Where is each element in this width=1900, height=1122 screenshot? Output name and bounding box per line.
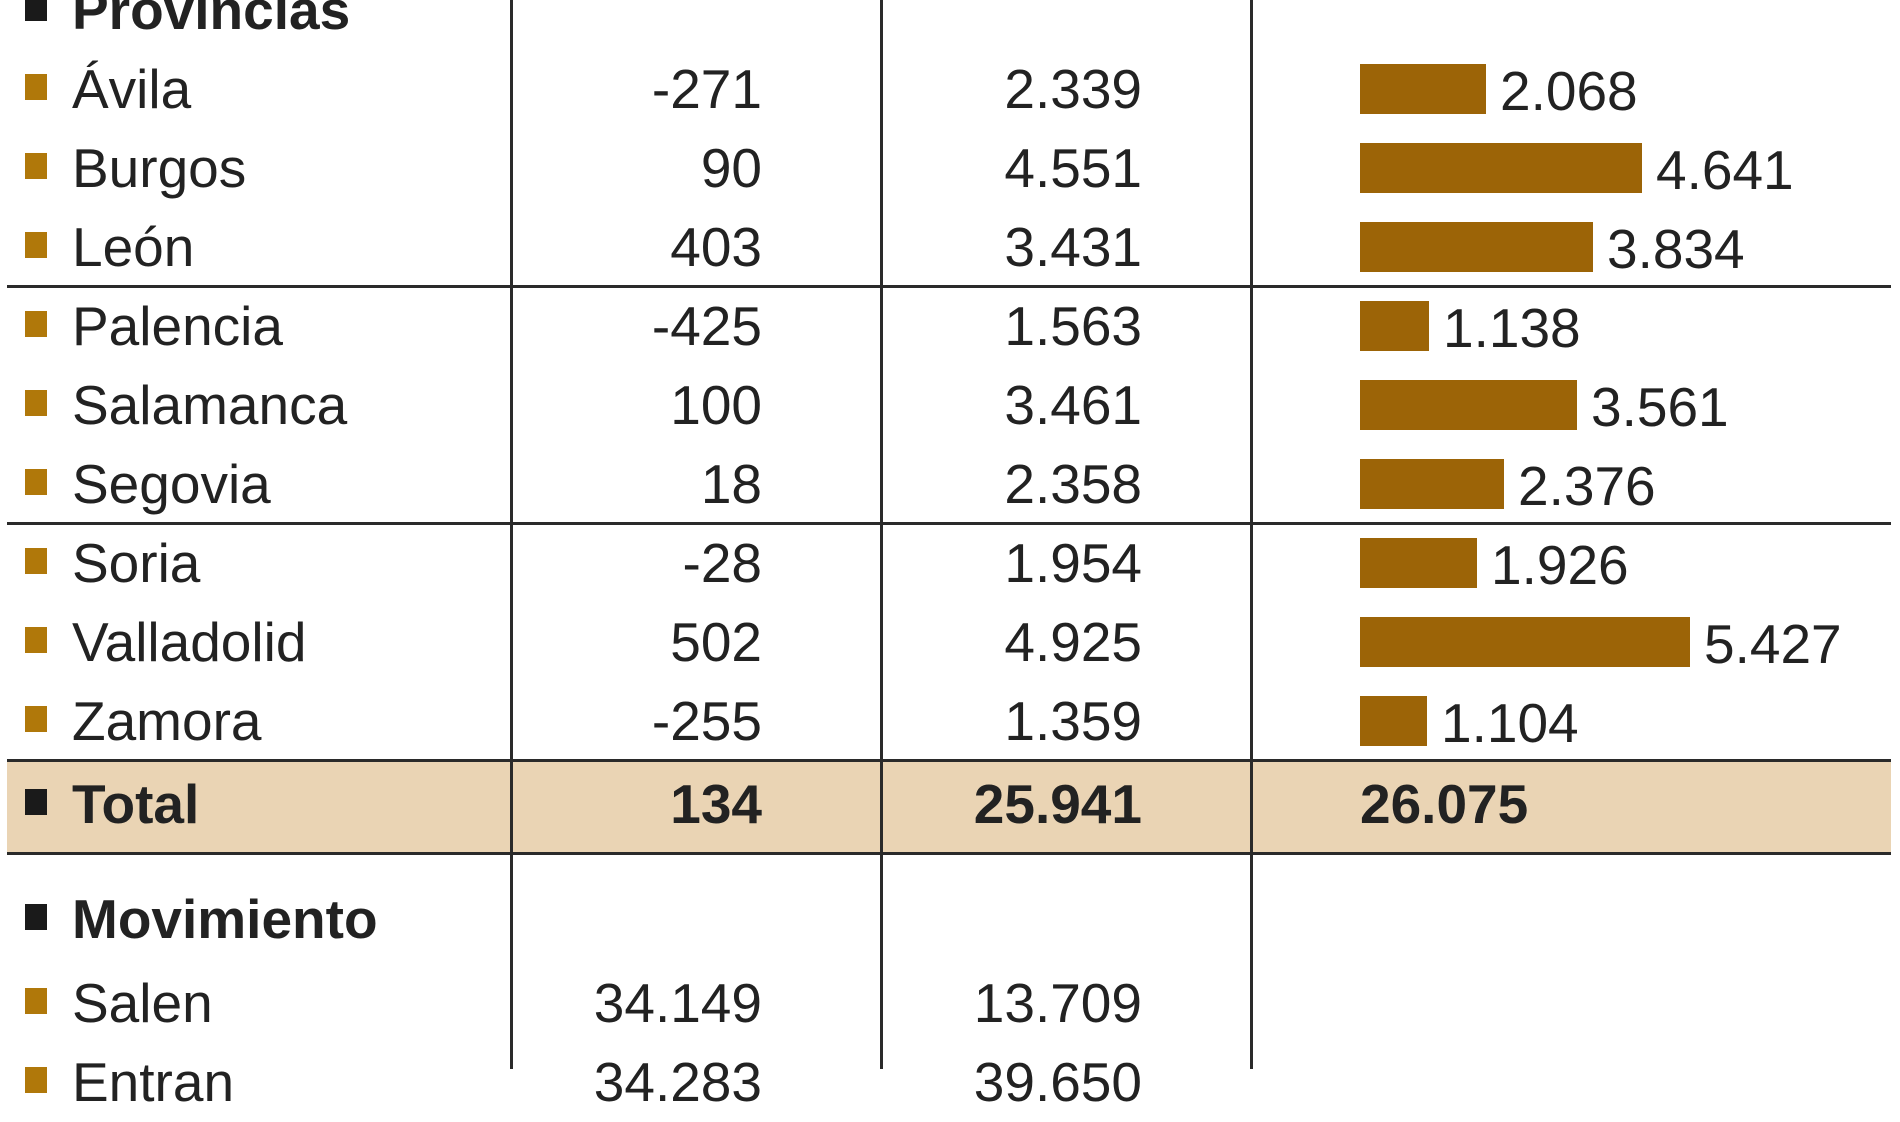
row-bullet-icon (25, 232, 47, 258)
row-bullet-icon (25, 311, 47, 337)
bar-value-label: 1.104 (1441, 692, 1579, 754)
column-divider (880, 0, 883, 1069)
province-name: Burgos (72, 137, 247, 199)
row-bullet-icon (25, 469, 47, 495)
row-bullet-icon (25, 548, 47, 574)
section-title: Movimiento (72, 888, 378, 950)
column-divider (1250, 0, 1253, 1069)
table-row: Salamanca 100 3.461 3.561 (0, 366, 1900, 445)
bar-mark (1360, 222, 1593, 272)
value-col2: 3.461 (1004, 374, 1142, 436)
value-col2: 3.431 (1004, 216, 1142, 278)
row-bullet-icon (25, 153, 47, 179)
value-col1: 34.149 (593, 972, 762, 1034)
table-row: Zamora -255 1.359 1.104 (0, 682, 1900, 761)
group-divider (7, 285, 1891, 288)
value-col2: 2.358 (1004, 453, 1142, 515)
value-col1: -425 (651, 295, 762, 357)
section-bullet-icon (25, 904, 47, 930)
section-header-movimiento: Movimiento (0, 880, 1900, 959)
value-col2: 4.551 (1004, 137, 1142, 199)
province-name: Segovia (72, 453, 271, 515)
row-bullet-icon (25, 627, 47, 653)
table-row: Soria -28 1.954 1.926 (0, 524, 1900, 603)
bar-value-label: 3.834 (1607, 218, 1745, 280)
province-name: Ávila (72, 58, 192, 120)
province-name: Zamora (72, 690, 262, 752)
row-bullet-icon (25, 390, 47, 416)
value-col2: 1.563 (1004, 295, 1142, 357)
value-col1: -255 (651, 690, 762, 752)
value-col1: 34.283 (593, 1051, 762, 1113)
table-row: Valladolid 502 4.925 5.427 (0, 603, 1900, 682)
province-name: León (72, 216, 195, 278)
row-bullet-icon (25, 74, 47, 100)
table-row: Burgos 90 4.551 4.641 (0, 129, 1900, 208)
bar-value-label: 2.376 (1518, 455, 1656, 517)
bar-mark (1360, 64, 1486, 114)
bar-value-label: 3.561 (1591, 376, 1729, 438)
section-bullet-icon (25, 0, 47, 21)
total-bullet-icon (25, 789, 47, 815)
section-title: Provincias (72, 0, 351, 41)
value-col1: 18 (700, 453, 762, 515)
bar-mark (1360, 696, 1427, 746)
value-col2: 39.650 (973, 1051, 1142, 1113)
bar-mark (1360, 538, 1477, 588)
value-col2: 13.709 (973, 972, 1142, 1034)
bar-value-label: 1.926 (1491, 534, 1629, 596)
group-divider (7, 522, 1891, 525)
value-col1: 90 (700, 137, 762, 199)
total-col3: 26.075 (1360, 773, 1529, 835)
value-col2: 1.359 (1004, 690, 1142, 752)
table-row: Entran 34.283 39.650 (0, 1043, 1900, 1122)
row-bullet-icon (25, 988, 47, 1014)
bar-value-label: 1.138 (1443, 297, 1581, 359)
total-bottom-rule (7, 852, 1891, 855)
province-name: Soria (72, 532, 201, 594)
table-row: Palencia -425 1.563 1.138 (0, 287, 1900, 366)
table-row: Segovia 18 2.358 2.376 (0, 445, 1900, 524)
bar-mark (1360, 459, 1504, 509)
table-row: León 403 3.431 3.834 (0, 208, 1900, 287)
value-col2: 4.925 (1004, 611, 1142, 673)
province-name: Palencia (72, 295, 283, 357)
total-row-highlight (7, 759, 1891, 852)
value-col1: -28 (682, 532, 763, 594)
province-name: Valladolid (72, 611, 307, 673)
table-row: Ávila -271 2.339 2.068 (0, 50, 1900, 129)
total-row: Total 134 25.941 26.075 (0, 765, 1900, 844)
movement-name: Entran (72, 1051, 235, 1113)
bar-mark (1360, 143, 1642, 193)
total-label: Total (72, 773, 200, 835)
bar-value-label: 5.427 (1704, 613, 1842, 675)
value-col1: 403 (670, 216, 762, 278)
bar-value-label: 2.068 (1500, 60, 1638, 122)
total-col2: 25.941 (973, 773, 1142, 835)
bar-mark (1360, 301, 1429, 351)
value-col1: 100 (670, 374, 762, 436)
row-bullet-icon (25, 1067, 47, 1093)
section-header-provincias: Provincias (0, 0, 1900, 50)
bar-value-label: 4.641 (1656, 139, 1794, 201)
total-top-rule (7, 759, 1891, 762)
value-col2: 2.339 (1004, 58, 1142, 120)
table-row: Salen 34.149 13.709 (0, 964, 1900, 1043)
column-divider (510, 0, 513, 1069)
movement-name: Salen (72, 972, 213, 1034)
value-col2: 1.954 (1004, 532, 1142, 594)
bar-mark (1360, 380, 1577, 430)
value-col1: 502 (670, 611, 762, 673)
province-name: Salamanca (72, 374, 348, 436)
row-bullet-icon (25, 706, 47, 732)
total-col1: 134 (670, 773, 762, 835)
value-col1: -271 (651, 58, 762, 120)
bar-mark (1360, 617, 1690, 667)
